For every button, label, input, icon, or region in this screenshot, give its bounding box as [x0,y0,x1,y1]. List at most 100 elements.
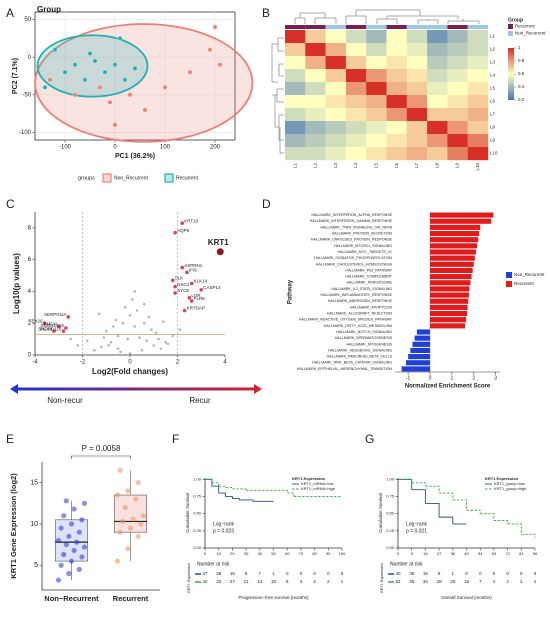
risk-count: 0 [493,571,496,576]
arrow-label: Non-recur [47,396,83,405]
point [100,345,103,349]
point [66,570,72,577]
y-tick-label: 0 [28,353,32,359]
y-tick-label: 4 [28,289,32,295]
bar [430,298,469,304]
x-tick-label: 0 [429,375,432,381]
category-label: HALLMARK_PANCREAS_BETA_CELLS [327,355,393,359]
bar [430,323,465,329]
legend-title: groups [78,175,95,181]
row-label: L10 [490,151,498,156]
point [114,318,118,322]
heat-cell [285,69,306,83]
point [120,518,126,525]
risk-count: 1 [341,579,344,584]
point [62,69,68,75]
point [61,513,67,519]
panel-label: C [6,197,15,211]
gene-label: KRT10 [184,218,198,223]
row-label: L5 [490,86,496,91]
point [102,336,106,339]
bar [416,329,430,335]
gene-label: AQP5 [177,228,190,233]
group-cell [325,25,346,29]
heat-cell [305,121,326,135]
heat-cell [427,69,448,83]
gene-label: FLR5 [194,296,206,301]
bar [430,317,467,323]
point [147,315,151,319]
heat-cell [386,134,407,148]
legend-label: KRT1_mRNA=low [301,481,334,486]
legend-label: Non_Recurrent [514,272,545,277]
heat-cell [345,43,367,57]
arrow-head [10,384,18,394]
point [122,504,128,511]
heat-cell [406,121,428,135]
axis-line [41,462,160,591]
category-label: HALLMARK_WNT_BETA_CATENIN_SIGNALING [312,361,392,365]
bar [430,243,478,249]
heat-cell [427,82,448,96]
gene-point [173,230,177,235]
group-cell [406,25,428,29]
point [162,84,168,90]
y-tick-label: 0.25 [386,528,395,533]
x-tick-label: 200 [210,145,221,151]
y-axis-label: Log10(p values) [12,253,21,314]
point [178,328,182,331]
y-tick-label: 0.25 [193,528,202,533]
heat-cell [427,108,448,122]
column-label: L1 [292,163,297,169]
column-label: L2 [313,163,318,169]
legend-swatch [508,24,513,29]
gene-label: PGA4 [40,326,53,331]
point [132,66,138,71]
point [93,348,96,352]
risk-count: 0 [534,571,537,576]
heat-cell [467,95,489,109]
survival-step [211,485,220,494]
heat-cell [366,43,387,57]
x-axis-label: Progression−free survival (months) [239,595,309,600]
risk-count: 40 [395,571,401,576]
heat-cell [386,121,407,135]
heat-cell [406,43,428,57]
point [171,334,175,338]
gene-point [189,281,194,286]
heat-cell [447,56,468,70]
survival-step [211,482,220,487]
heat-cell [305,82,326,96]
point [142,107,148,113]
bar [430,237,479,243]
scale-tick-label: 0.2 [518,97,525,102]
dendrogram [271,9,480,154]
row-label: L4 [490,73,496,78]
gene-label: PMCH [44,322,57,327]
x-tick-label: 100 [160,145,171,151]
gene-point [189,299,194,303]
bar [430,274,472,280]
x-tick-label: -4 [32,360,38,366]
x-axis-label: PC1 (36.2%) [115,153,155,160]
annotation: p = 0.023 [213,528,234,534]
heat-cell [325,43,347,57]
panel-label: B [262,6,270,20]
legend-label: Non_Recurrent [114,175,149,181]
panel-label: G [365,432,374,446]
point [161,320,165,323]
y-axis-label: Cumulative Survival [185,493,190,533]
point [126,337,129,341]
point [128,352,132,355]
x-tick-label: 27 [437,551,442,556]
survival-step [398,478,413,490]
bar [410,347,430,354]
column-label: L6 [394,163,399,169]
heat-cell [406,30,428,44]
risk-count: 15 [464,579,470,584]
y-axis-label: KRT1 Expression [187,563,191,592]
point [112,62,118,68]
heat-cell [427,56,448,70]
heat-cell [305,134,326,148]
scale-tick-label: 0.8 [518,58,525,63]
